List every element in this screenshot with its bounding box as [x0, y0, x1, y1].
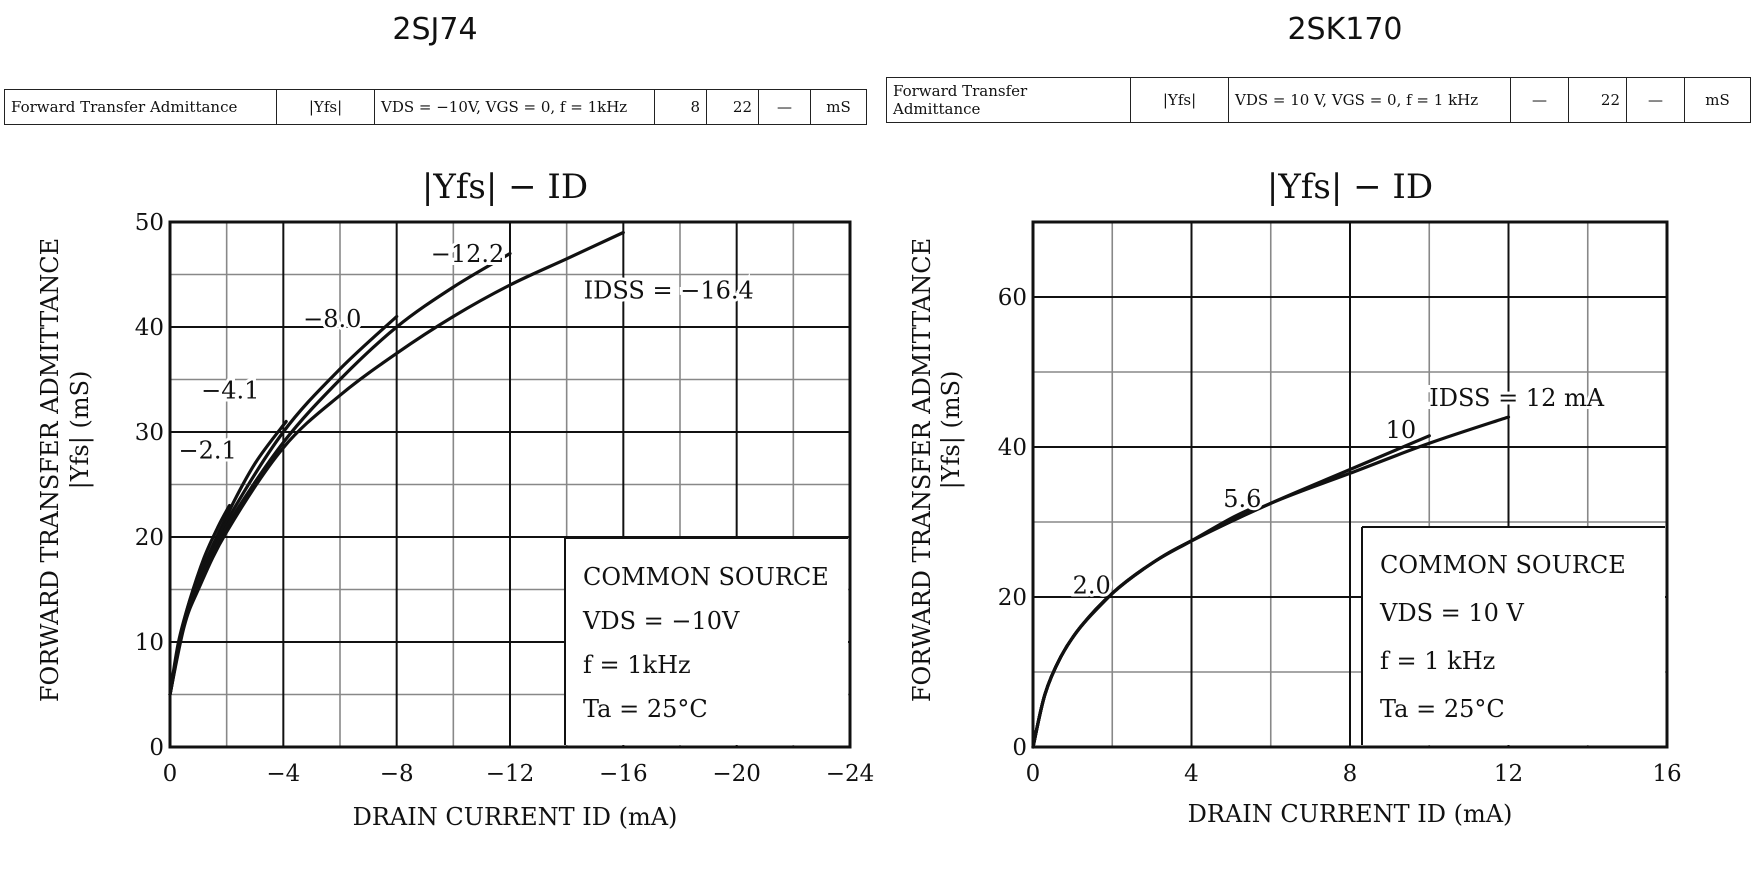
y-tick-label: 30 [135, 420, 164, 446]
condition-line: Ta = 25°C [1380, 695, 1505, 723]
part-title-right: 2SK170 [1287, 12, 1403, 47]
condition-line: VDS = −10V [582, 607, 740, 635]
conditions-box [565, 538, 848, 745]
x-tick-label: −24 [826, 761, 875, 787]
series-label: 10 [1386, 416, 1417, 444]
x-axis-label: DRAIN CURRENT ID (mA) [353, 803, 678, 831]
spec-condition: VDS = −10V, VGS = 0, f = 1kHz [374, 89, 655, 125]
spec-symbol: |Yfs| [276, 89, 375, 125]
spec-characteristic: Forward Transfer Admittance [886, 77, 1131, 123]
x-tick-label: 0 [163, 761, 178, 787]
chart-title: |Yfs| − ID [422, 167, 588, 207]
series-label: −2.1 [179, 436, 237, 464]
spec-min: — [1510, 77, 1569, 123]
x-tick-label: −8 [380, 761, 414, 787]
spec-typ: 22 [706, 89, 759, 125]
conditions-box [1362, 527, 1665, 745]
y-tick-label: 60 [998, 285, 1027, 311]
plot-frame [1031, 220, 1669, 749]
spec-typ: 22 [1568, 77, 1627, 123]
condition-line: Ta = 25°C [583, 695, 708, 723]
condition-line: f = 1 kHz [1380, 647, 1495, 675]
plot-frame [168, 220, 852, 749]
spec-row: Forward Transfer Admittance |Yfs| VDS = … [4, 89, 867, 125]
spec-unit: mS [810, 89, 867, 125]
x-tick-label: −12 [486, 761, 535, 787]
spec-unit: mS [1684, 77, 1751, 123]
spec-table-right: Forward Transfer Admittance |Yfs| VDS = 1… [886, 77, 1751, 123]
chart-right: COMMON SOURCE VDS = 10 V f = 1 kHz Ta = 25°… [908, 167, 1682, 828]
series-label: 2.0 [1073, 571, 1111, 599]
series-label: −12.2 [431, 240, 505, 268]
condition-line: VDS = 10 V [1379, 599, 1525, 627]
y-axis-label-unit: |Yfs| (mS) [66, 371, 95, 490]
x-tick-label: 12 [1494, 761, 1523, 787]
y-tick-label: 50 [135, 210, 164, 236]
y-tick-label: 10 [135, 630, 164, 656]
y-tick-label: 40 [135, 315, 164, 341]
spec-max: — [1626, 77, 1685, 123]
series-line-3 [168, 251, 512, 697]
spec-symbol: |Yfs| [1130, 77, 1229, 123]
condition-line: COMMON SOURCE [1380, 551, 1626, 579]
x-tick-label: 4 [1184, 761, 1199, 787]
x-tick-label: −16 [599, 761, 648, 787]
spec-condition: VDS = 10 V, VGS = 0, f = 1 kHz [1228, 77, 1511, 123]
part-title-left: 2SJ74 [392, 12, 478, 47]
condition-line: f = 1kHz [583, 651, 691, 679]
series-label: IDSS = −16.4 [584, 277, 754, 305]
series-label: IDSS = 12 mA [1429, 384, 1604, 412]
x-tick-label: 0 [1026, 761, 1041, 787]
series-label: −8.0 [303, 305, 361, 333]
series-line-4 [168, 230, 625, 697]
x-tick-label: 8 [1343, 761, 1358, 787]
condition-line: COMMON SOURCE [583, 563, 829, 591]
series-line-0 [1031, 591, 1114, 749]
series-line-3 [1031, 415, 1511, 749]
x-tick-label: 16 [1652, 761, 1681, 787]
spec-characteristic-line1: Forward Transfer [893, 82, 1028, 100]
series-label: 5.6 [1223, 485, 1261, 513]
series-label: −4.1 [201, 376, 259, 404]
x-axis-label: DRAIN CURRENT ID (mA) [1188, 800, 1513, 828]
y-tick-label: 40 [998, 435, 1027, 461]
y-tick-label: 0 [149, 735, 164, 761]
y-tick-label: 20 [998, 585, 1027, 611]
y-axis-label: FORWARD TRANSFER ADMITTANCE [36, 238, 64, 702]
spec-row: Forward Transfer Admittance |Yfs| VDS = 1… [886, 77, 1751, 123]
chart-title: |Yfs| − ID [1267, 167, 1433, 207]
y-tick-label: 0 [1012, 735, 1027, 761]
spec-min: 8 [654, 89, 707, 125]
y-tick-label: 20 [135, 525, 164, 551]
y-axis-label-unit: |Yfs| (mS) [937, 371, 966, 490]
chart-left: COMMON SOURCE VDS = −10V f = 1kHz Ta = 25°C… [36, 167, 874, 831]
spec-characteristic-line2: Admittance [893, 100, 981, 118]
x-tick-label: −4 [266, 761, 300, 787]
y-axis-label: FORWARD TRANSFER ADMITTANCE [908, 238, 936, 702]
series-line-1 [1031, 505, 1257, 749]
spec-max: — [758, 89, 811, 125]
x-tick-label: −20 [712, 761, 761, 787]
spec-table-left: Forward Transfer Admittance |Yfs| VDS = … [4, 89, 867, 125]
spec-characteristic: Forward Transfer Admittance [4, 89, 277, 125]
